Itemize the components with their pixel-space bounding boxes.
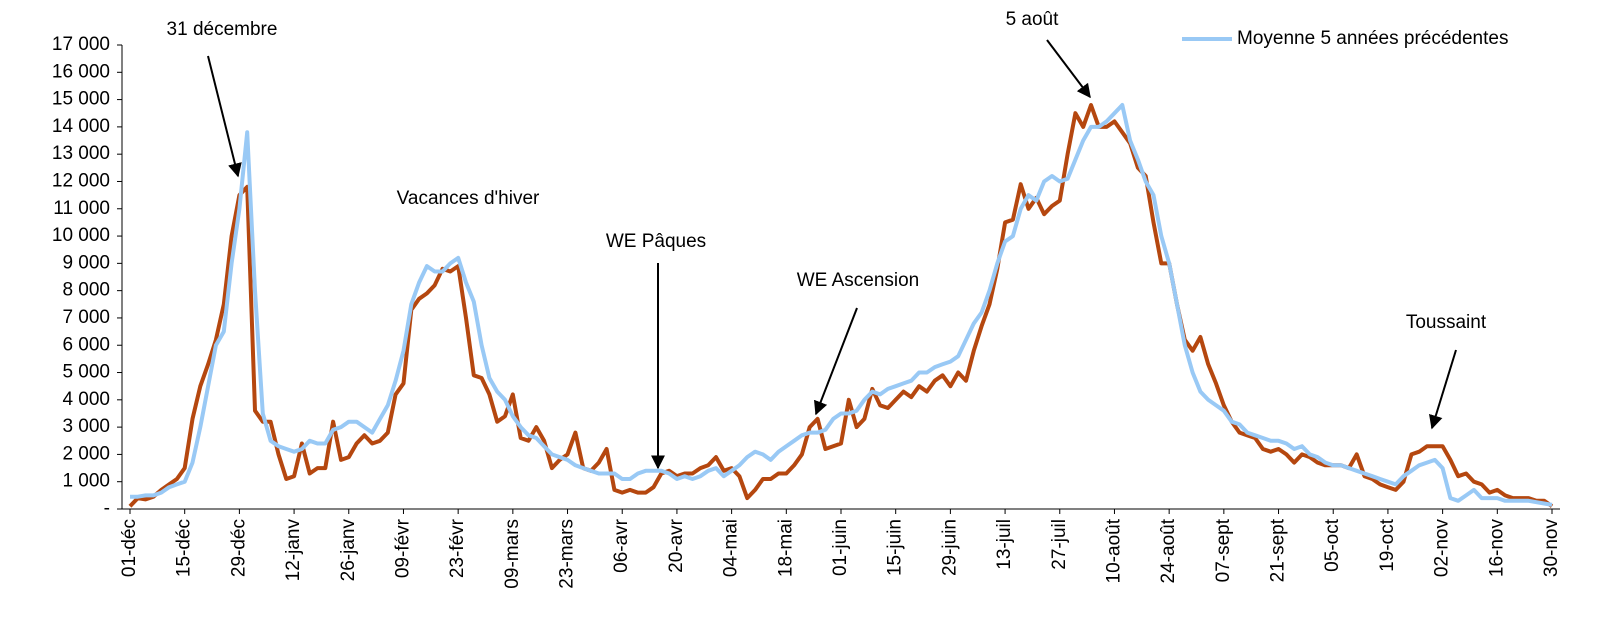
y-tick-label: 14 000	[52, 116, 110, 137]
x-tick-label: 29-déc	[228, 519, 249, 577]
y-tick-label: 1 000	[62, 471, 110, 492]
x-tick-label: 18-mai	[775, 519, 796, 577]
arrow	[814, 307, 858, 416]
y-tick-label: 13 000	[52, 143, 110, 164]
y-tick-label: 11 000	[53, 198, 110, 219]
y-tick-label: 5 000	[62, 362, 110, 383]
x-tick-label: 20-avr	[666, 518, 687, 573]
x-tick-label: 09-mars	[502, 519, 523, 589]
x-tick-label: 16-nov	[1486, 519, 1507, 578]
x-tick-label: 23-févr	[447, 518, 468, 578]
y-tick-label: 6 000	[62, 334, 110, 355]
x-tick-label: 23-mars	[557, 519, 578, 589]
y-tick-label: 10 000	[52, 225, 110, 246]
x-tick-label: 06-avr	[611, 518, 632, 573]
y-tick-label: 4 000	[62, 389, 110, 410]
annotation: WE Ascension	[797, 270, 920, 291]
arrow	[1046, 39, 1091, 99]
y-tick-label: 2 000	[62, 443, 110, 464]
x-tick-label: 01-déc	[119, 519, 140, 577]
x-tick-label: 10-août	[1103, 518, 1124, 583]
annotation: 5 août	[1006, 9, 1060, 30]
annotation: WE Pâques	[606, 231, 706, 252]
x-tick-label: 26-janv	[338, 519, 359, 582]
y-tick-label: 8 000	[62, 280, 110, 301]
legend-label: Année 2008/2009	[1237, 0, 1387, 4]
x-tick-label: 04-mai	[721, 519, 742, 577]
y-tick-label: -	[104, 498, 110, 519]
x-tick-label: 01-juin	[830, 519, 851, 576]
x-tick-label: 12-janv	[283, 519, 304, 582]
arrow	[207, 55, 242, 178]
annotation-arrows	[207, 39, 1457, 470]
x-tick-label: 15-déc	[174, 519, 195, 577]
x-tick-label: 29-juin	[939, 519, 960, 576]
y-tick-label: 16 000	[52, 61, 110, 82]
x-tick-label: 02-nov	[1432, 519, 1453, 578]
x-tick-label: 15-juin	[885, 519, 906, 576]
y-tick-label: 9 000	[62, 252, 110, 273]
arrow	[1429, 349, 1457, 430]
legend-label: Moyenne 5 années précédentes	[1237, 28, 1508, 49]
annotation: 31 décembre	[167, 19, 278, 40]
x-tick-label: 13-juil	[994, 519, 1015, 570]
annotation: Toussaint	[1406, 312, 1487, 333]
x-tick-label: 07-sept	[1213, 518, 1234, 582]
x-tick-label: 27-juil	[1049, 519, 1070, 570]
y-tick-label: 17 000	[52, 34, 110, 55]
series-line	[128, 103, 1554, 508]
x-tick-label: 19-oct	[1377, 518, 1398, 572]
x-tick-label: 09-févr	[392, 518, 413, 578]
x-tick-label: 30-nov	[1541, 519, 1562, 578]
y-tick-label: 7 000	[62, 307, 110, 328]
x-tick-label: 24-août	[1158, 518, 1179, 583]
x-tick-label: 21-sept	[1268, 518, 1289, 582]
series-line	[130, 103, 1553, 507]
x-tick-label: 05-oct	[1322, 518, 1343, 572]
y-tick-label: 3 000	[62, 416, 110, 437]
y-tick-label: 15 000	[52, 89, 110, 110]
y-tick-label: 12 000	[52, 170, 110, 191]
annotation: Vacances d'hiver	[397, 188, 540, 209]
